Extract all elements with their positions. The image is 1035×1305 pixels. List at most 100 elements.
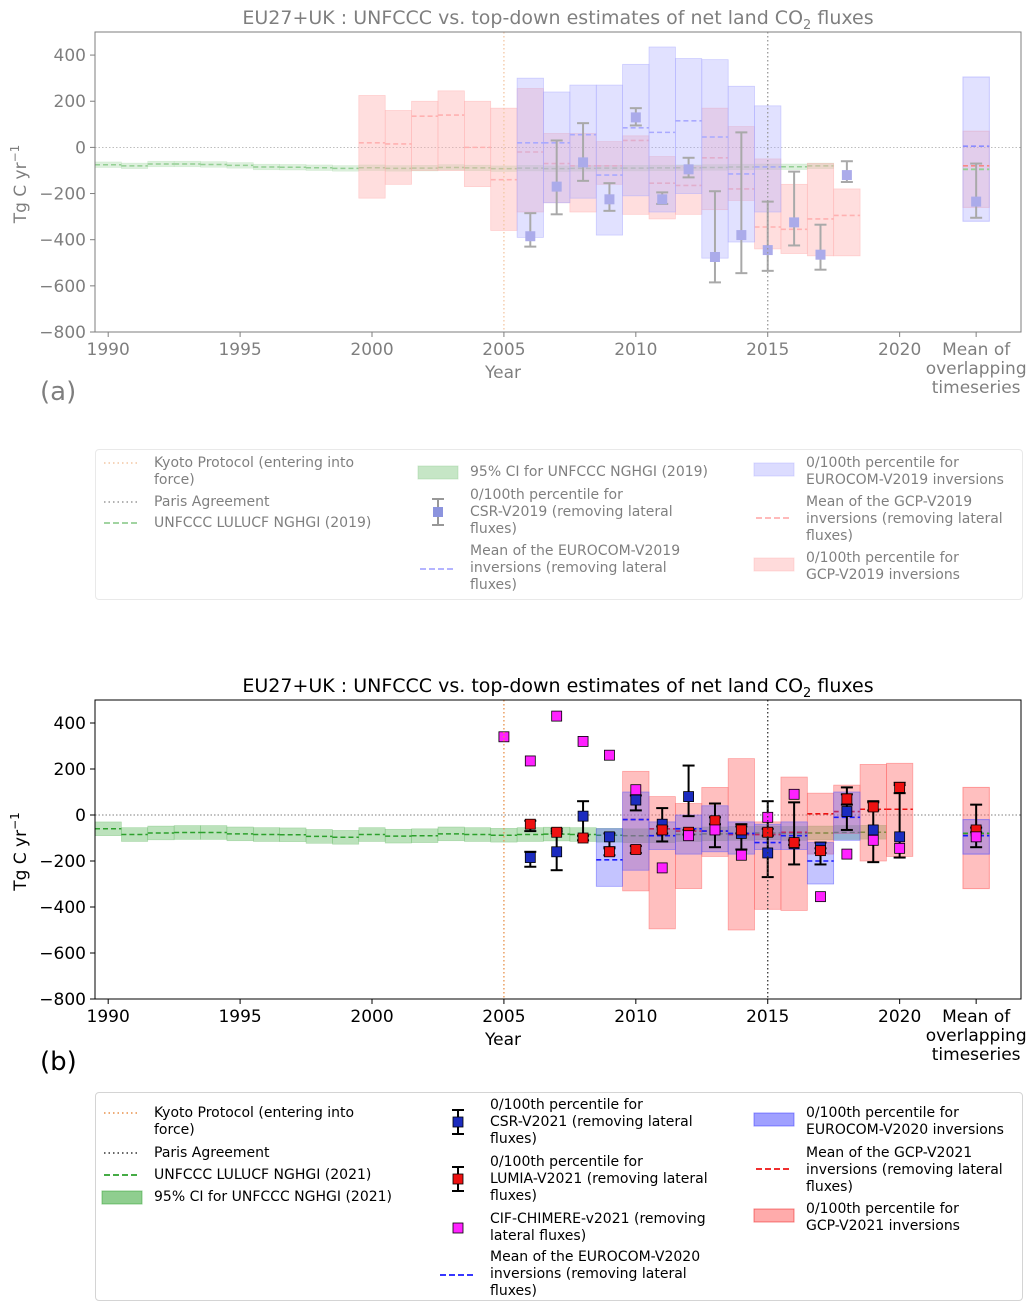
x-tick-label: 2010 (614, 340, 657, 360)
y-tick-label: −600 (39, 944, 86, 964)
csr-point (629, 794, 642, 812)
y-tick-label: 0 (75, 806, 86, 826)
lumia-point-marker (656, 824, 668, 836)
legend-b-ci: 95% CI for UNFCCC NGHGI (2021) (100, 1189, 392, 1206)
csr-point (788, 170, 801, 247)
csr-marker-icon (416, 487, 460, 538)
chimere-point (551, 710, 563, 722)
csr-point-marker (604, 831, 615, 843)
lumia-point-marker (867, 801, 879, 813)
panel-label-a: (a) (40, 377, 77, 407)
csr-point (550, 139, 563, 216)
legend-b: Kyoto Protocol (entering into force) Par… (95, 1092, 1023, 1301)
lumia-point (893, 781, 906, 795)
kyoto-line-icon (100, 1105, 144, 1122)
chart-title: EU27+UK : UNFCCC vs. top-down estimates … (242, 7, 873, 33)
lumia-point-marker (788, 837, 800, 848)
legend-a: Kyoto Protocol (entering into force) Par… (95, 449, 1023, 600)
lumia-point-marker (841, 793, 853, 805)
csr-point-marker (683, 791, 694, 802)
csr-point (524, 212, 537, 248)
csr-point (708, 190, 721, 284)
mean-csr-point (970, 162, 983, 219)
csr-point-marker (841, 170, 852, 181)
lumia-point (577, 832, 590, 844)
eurocom-band (622, 63, 650, 197)
csr-point-marker (762, 245, 773, 256)
x-axis-label: Year (484, 363, 521, 383)
nghgi-line-icon (100, 1167, 144, 1184)
legend-b-lumia: 0/100th percentile for LUMIA-V2021 (remo… (436, 1154, 708, 1205)
gcp-band (833, 188, 861, 257)
csr-point (814, 223, 827, 271)
legend-a-eurocom-mean: Mean of the EUROCOM-V2019 inversions (re… (416, 543, 680, 594)
gcp-mean-line-icon (752, 1145, 796, 1196)
chimere-point (788, 788, 800, 800)
lumia-point-marker (894, 782, 906, 793)
eurocom-band (516, 77, 544, 238)
x-tick-label: 2015 (746, 1007, 789, 1027)
gcp-band-icon (752, 1201, 796, 1235)
chimere-point (867, 834, 879, 846)
chimere-point (630, 784, 642, 796)
csr-point-marker (551, 846, 563, 858)
gcp-band (675, 803, 703, 889)
x-tick-label: 1990 (87, 1007, 130, 1027)
csr-point (524, 850, 537, 868)
lumia-point (814, 845, 827, 857)
legend-a-nghgi: UNFCCC LULUCF NGHGI (2019) (100, 515, 371, 532)
paris-line-icon (100, 494, 144, 511)
paris-line-icon (100, 1145, 144, 1162)
gcp-band (595, 141, 623, 185)
gcp-band (516, 88, 544, 213)
csr-point-marker (683, 164, 694, 175)
x-tick-label: 2010 (614, 1007, 657, 1027)
gcp-band (622, 135, 650, 215)
plot-frame (94, 699, 1022, 1000)
mean-column-label: overlapping (926, 1026, 1027, 1046)
csr-point (840, 160, 853, 183)
x-tick-label: 2020 (878, 340, 921, 360)
lumia-marker-icon (436, 1154, 480, 1205)
y-tick-label: 200 (54, 92, 86, 112)
chimere-point (604, 749, 615, 761)
legend-a-eurocom-band: 0/100th percentile for EUROCOM-V2019 inv… (752, 455, 1004, 489)
x-tick-label: 2000 (350, 1007, 393, 1027)
legend-a-gcp-mean: Mean of the GCP-V2019 inversions (removi… (752, 494, 1003, 545)
y-tick-label: 200 (54, 760, 86, 780)
eurocom-mean-line-icon (436, 1249, 480, 1300)
lumia-point (735, 824, 748, 836)
lumia-point (629, 844, 642, 855)
gcp-band (648, 156, 676, 220)
gcp-mean-line-icon (752, 494, 796, 545)
csr-point-marker (578, 157, 589, 168)
chimere-point (577, 736, 589, 747)
panel-a-chart: EU27+UK : UNFCCC vs. top-down estimates … (8, 7, 1027, 398)
eurocom-band (648, 46, 676, 213)
csr-point-marker (894, 831, 906, 843)
legend-a-ci: 95% CI for UNFCCC NGHGI (2019) (416, 464, 708, 481)
csr-point-marker (630, 112, 641, 123)
eurocom-band-icon (752, 455, 796, 489)
x-tick-label: 2005 (482, 1007, 525, 1027)
legend-b-csr: 0/100th percentile for CSR-V2021 (removi… (436, 1097, 693, 1148)
chimere-point (815, 891, 826, 903)
chimere-marker-icon (436, 1211, 480, 1245)
x-tick-label: 1995 (218, 1007, 261, 1027)
gcp-band (463, 100, 492, 187)
chimere-point (656, 862, 668, 874)
eurocom-band-icon (752, 1105, 796, 1139)
ci-band-icon (100, 1189, 144, 1206)
csr-point-marker (709, 252, 720, 262)
y-tick-label: −400 (39, 898, 86, 918)
mean-column-label: timeseries (932, 1045, 1021, 1065)
gcp-band (411, 100, 439, 171)
kyoto-line-icon (100, 455, 144, 472)
y-tick-label: −600 (39, 277, 86, 297)
csr-point (629, 107, 642, 127)
lumia-point (788, 837, 801, 848)
csr-point-marker (604, 194, 615, 205)
lumia-point-marker (577, 832, 589, 844)
chimere-point (735, 849, 747, 861)
